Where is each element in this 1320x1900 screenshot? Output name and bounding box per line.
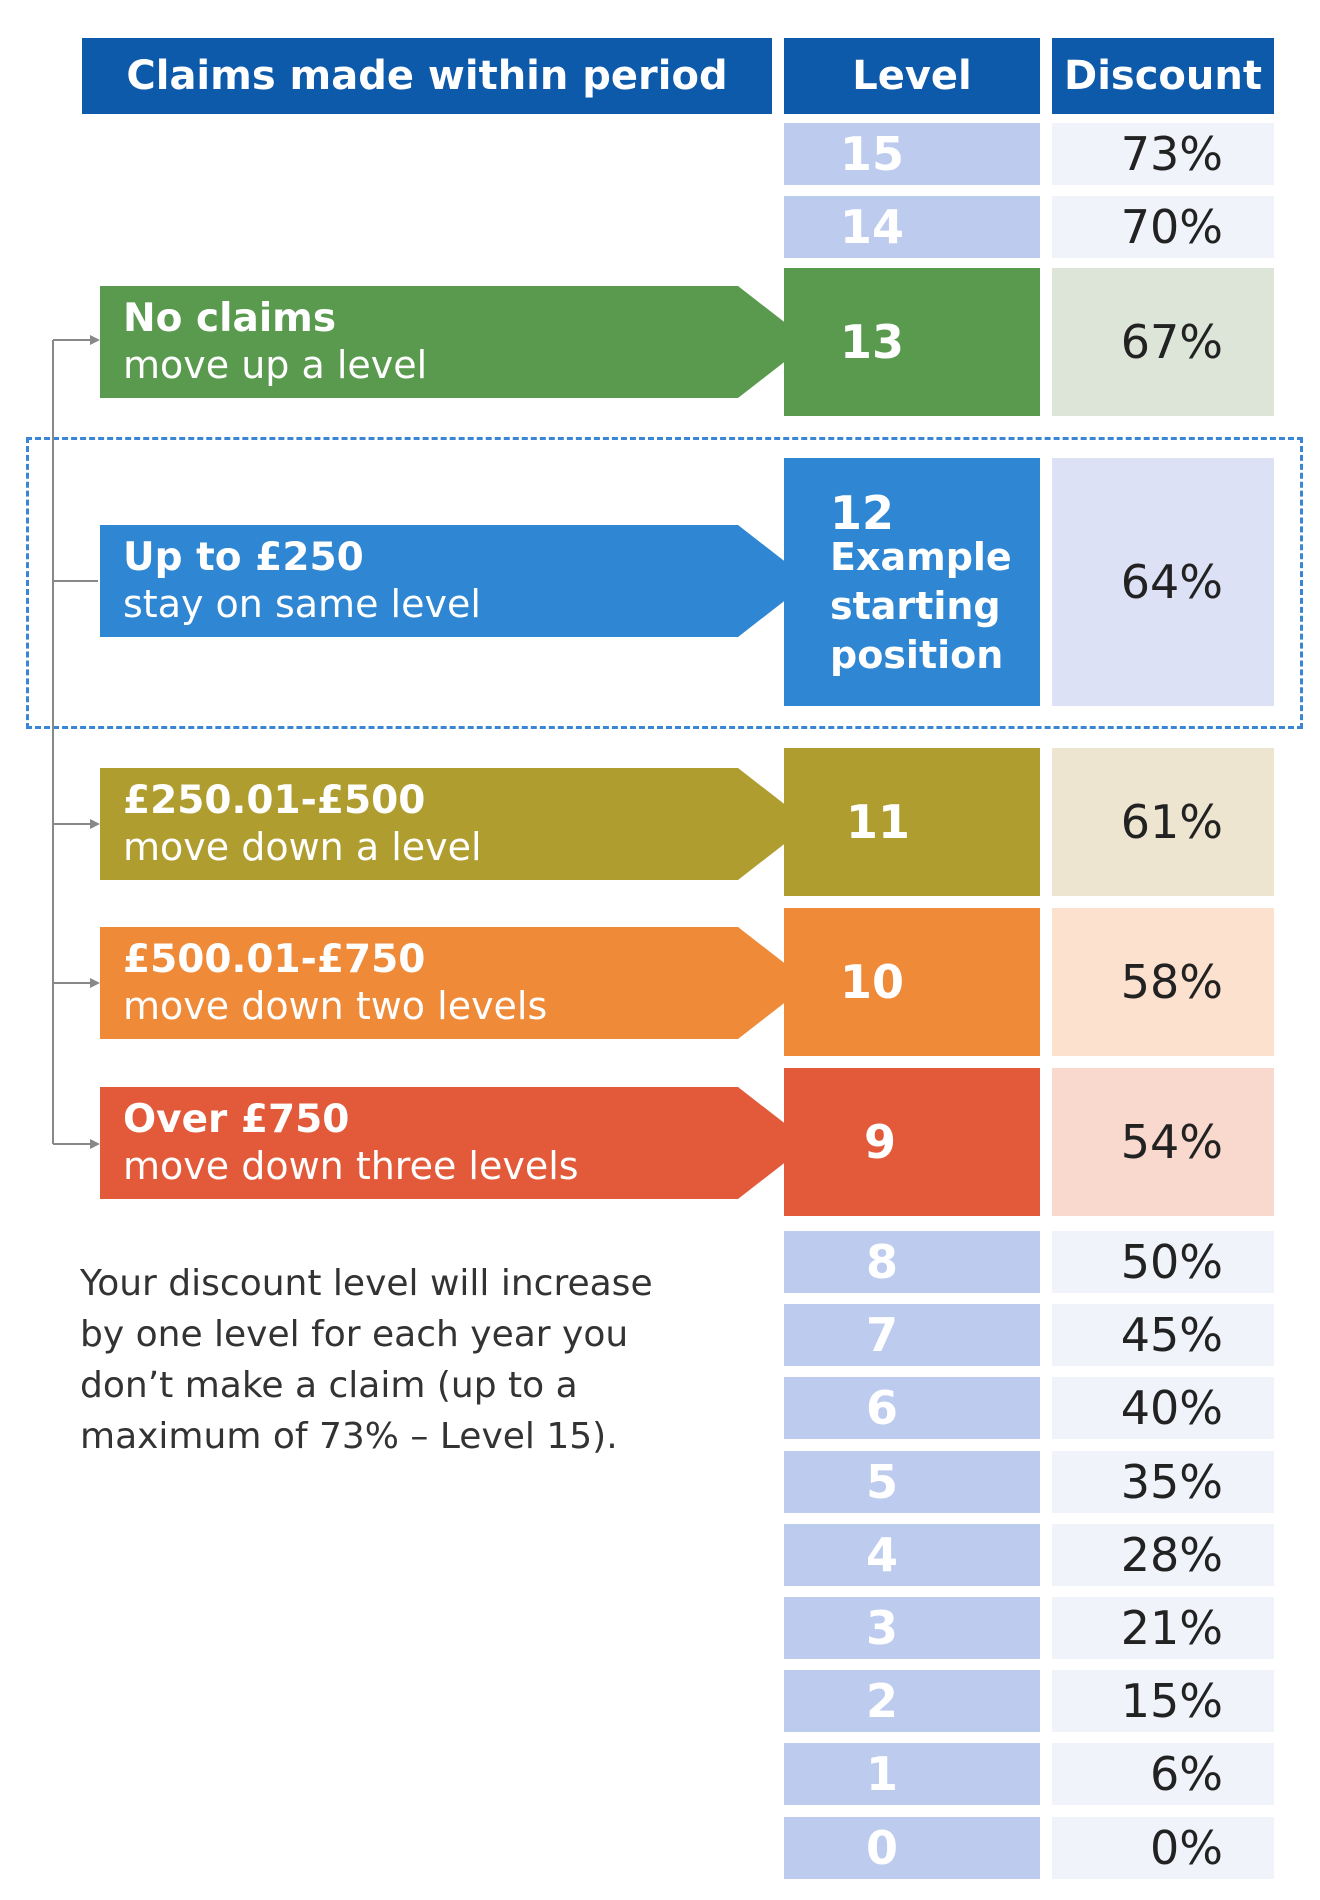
rule-arrow-over-750: Over £750 move down three levels bbox=[100, 1087, 810, 1199]
discount-cell-5: 35% bbox=[1052, 1450, 1274, 1513]
discount-note: Your discount level will increase by one… bbox=[80, 1263, 653, 1457]
level-cell-15: 15 bbox=[784, 123, 1040, 185]
level-cell-0: 0 bbox=[784, 1816, 1040, 1879]
discount-cell-15: 73% bbox=[1052, 123, 1274, 185]
header-claims: Claims made within period bbox=[82, 38, 772, 114]
discount-cell-1: 6% bbox=[1052, 1743, 1274, 1806]
rule-title: Over £750 bbox=[123, 1097, 350, 1142]
discount-cell-10: 58% bbox=[1052, 908, 1274, 1056]
rule-arrow-up-to-250: Up to £250 stay on same level bbox=[100, 525, 810, 637]
level-cell-5: 5 bbox=[784, 1450, 1040, 1513]
level-cell-13: 13 bbox=[784, 268, 1040, 416]
level-cell-6: 6 bbox=[784, 1377, 1040, 1440]
level-cell-14: 14 bbox=[784, 196, 1040, 258]
discount-cell-4: 28% bbox=[1052, 1523, 1274, 1586]
discount-cell-9: 54% bbox=[1052, 1068, 1274, 1216]
discount-cell-2: 15% bbox=[1052, 1670, 1274, 1733]
level-cell-10: 10 bbox=[784, 908, 1040, 1056]
discount-value: 58% bbox=[1120, 955, 1223, 1009]
rule-action: move down three levels bbox=[123, 1144, 579, 1188]
discount-value: 35% bbox=[1120, 1454, 1223, 1509]
example-highlight-box bbox=[26, 437, 1303, 729]
rule-title: £250.01-£500 bbox=[123, 778, 426, 823]
discount-value: 6% bbox=[1150, 1747, 1223, 1802]
level-cell-12 bbox=[784, 458, 1040, 706]
discount-value: 28% bbox=[1120, 1527, 1223, 1582]
discount-cell-8: 50% bbox=[1052, 1231, 1274, 1293]
discount-value: 61% bbox=[1120, 795, 1223, 849]
rule-arrow-250-500: £250.01-£500 move down a level bbox=[100, 768, 810, 880]
discount-cell-14: 70% bbox=[1052, 196, 1274, 258]
discount-value: 64% bbox=[1120, 555, 1223, 609]
level-cell-3: 3 bbox=[784, 1597, 1040, 1659]
rule-action: move down two levels bbox=[123, 984, 548, 1028]
level-cell-2: 2 bbox=[784, 1670, 1040, 1733]
discount-value: 73% bbox=[1120, 127, 1223, 181]
discount-value: 45% bbox=[1120, 1308, 1223, 1363]
rule-action: move up a level bbox=[123, 343, 428, 387]
header-discount: Discount bbox=[1052, 38, 1274, 114]
level-cell-4: 4 bbox=[784, 1523, 1040, 1586]
discount-cell-3: 21% bbox=[1052, 1597, 1274, 1659]
discount-value: 15% bbox=[1120, 1674, 1223, 1729]
discount-cell-0: 0% bbox=[1052, 1816, 1274, 1879]
example-label-line1: Example bbox=[830, 535, 1012, 579]
rule-title: £500.01-£750 bbox=[123, 937, 426, 982]
discount-cell-13: 67% bbox=[1052, 268, 1274, 416]
level-cell-7: 7 bbox=[784, 1304, 1040, 1367]
discount-cell-7: 45% bbox=[1052, 1304, 1274, 1367]
example-label-line3: position bbox=[830, 633, 1004, 677]
discount-value: 67% bbox=[1120, 315, 1223, 369]
rule-action: stay on same level bbox=[123, 582, 481, 626]
discount-value: 40% bbox=[1120, 1381, 1223, 1436]
level-12-number: 12 bbox=[830, 486, 895, 540]
discount-value: 0% bbox=[1150, 1820, 1223, 1875]
discount-cell-12: 64% bbox=[1052, 458, 1274, 706]
header-level: Level bbox=[784, 38, 1040, 114]
level-cell-11: 11 bbox=[784, 748, 1040, 896]
discount-value: 70% bbox=[1120, 200, 1223, 254]
discount-cell-6: 40% bbox=[1052, 1377, 1274, 1440]
rule-title: No claims bbox=[123, 296, 337, 341]
example-label-line2: starting bbox=[830, 584, 1001, 628]
rule-action: move down a level bbox=[123, 825, 482, 869]
discount-value: 50% bbox=[1120, 1235, 1223, 1289]
level-cell-8: 8 bbox=[784, 1231, 1040, 1293]
rule-arrow-500-750: £500.01-£750 move down two levels bbox=[100, 927, 810, 1039]
rule-title: Up to £250 bbox=[123, 535, 364, 580]
level-cell-9: 9 bbox=[784, 1068, 1040, 1216]
discount-cell-11: 61% bbox=[1052, 748, 1274, 896]
rule-arrow-no-claims: No claims move up a level bbox=[100, 286, 810, 398]
discount-value: 54% bbox=[1120, 1115, 1223, 1169]
discount-value: 21% bbox=[1120, 1601, 1223, 1655]
level-cell-1: 1 bbox=[784, 1743, 1040, 1806]
